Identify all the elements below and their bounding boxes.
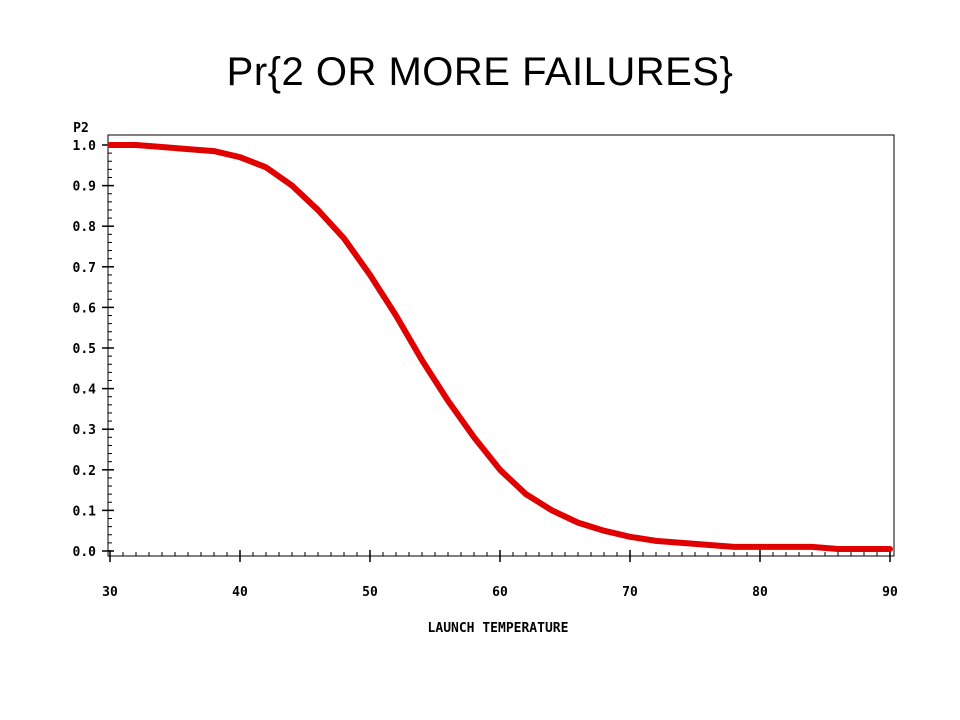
y-tick-label: 0.5 — [73, 342, 96, 357]
y-axis: 0.0 0.1 0.2 0.3 0.4 0.5 0.6 0.7 0.8 0.9 1.0 — [73, 139, 114, 560]
y-tick-label: 0.4 — [73, 383, 97, 398]
x-tick-label: 40 — [232, 585, 248, 600]
y-tick-label: 0.6 — [73, 301, 97, 316]
x-tick-label: 90 — [882, 585, 898, 600]
x-axis-label: LAUNCH TEMPERATURE — [428, 621, 569, 636]
y-tick-label: 0.3 — [73, 423, 96, 438]
chart-title: Pr{2 OR MORE FAILURES} — [226, 50, 734, 94]
x-tick-label: 30 — [102, 585, 118, 600]
series-group — [107, 142, 893, 552]
y-tick-label: 0.2 — [73, 464, 96, 479]
y-tick-label: 0.0 — [73, 545, 97, 560]
x-tick-label: 70 — [622, 585, 638, 600]
y-tick-label: 0.7 — [73, 261, 96, 276]
y-tick-label: 1.0 — [73, 139, 97, 154]
x-tick-label: 60 — [492, 585, 508, 600]
x-tick-label: 80 — [752, 585, 768, 600]
y-tick-label: 0.1 — [73, 504, 97, 519]
y-axis-label: P2 — [73, 121, 89, 136]
x-tick-label: 50 — [362, 585, 378, 600]
series-line — [107, 142, 893, 552]
plot-frame — [107, 134, 895, 557]
y-tick-label: 0.9 — [73, 180, 96, 195]
x-axis: 30 40 50 60 70 80 90 — [102, 550, 898, 600]
y-tick-label: 0.8 — [73, 220, 97, 235]
